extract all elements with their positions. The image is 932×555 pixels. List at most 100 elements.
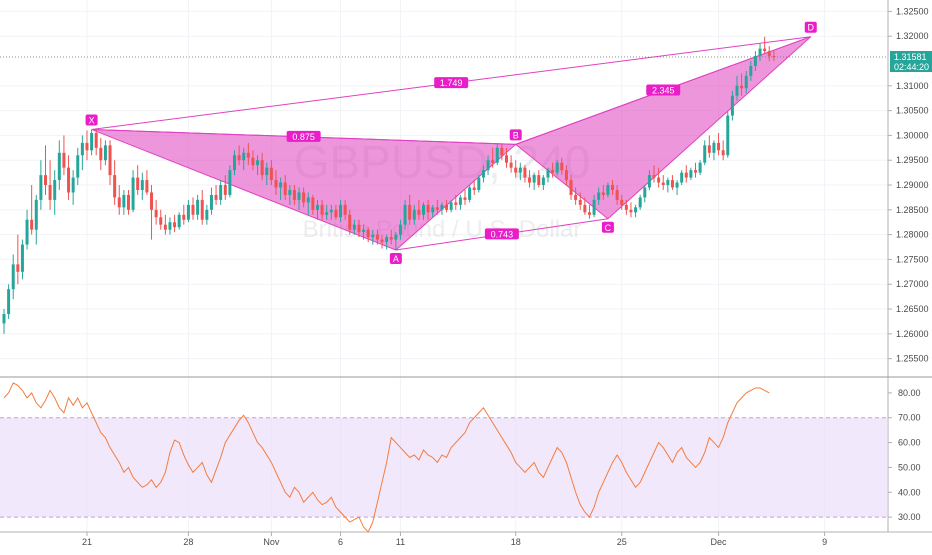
candle [343,199,347,220]
candle [136,165,140,195]
pattern-point-box [804,21,817,33]
candle [726,110,730,158]
candle [352,219,356,235]
candle [274,170,278,195]
candle-body [80,142,84,156]
candle-body [408,204,412,220]
candle [703,140,707,166]
rsi-indicator: 80.00 70.00 60.00 50.00 40.00 30.00 [0,382,921,533]
candle [670,175,674,190]
candle-body [251,157,255,166]
candle [694,162,697,178]
candle [629,202,633,218]
candle-body [168,222,172,230]
candle [569,175,573,200]
candle [717,132,721,156]
candle [269,160,273,186]
candle [491,147,495,168]
pattern-point-b: B [509,129,522,141]
candle-body [256,160,260,166]
candle [43,145,47,195]
date-tick-label: 9 [822,537,827,547]
pattern-point-c: C [601,221,614,233]
candle [454,194,458,210]
candle [306,192,310,215]
pattern-ratio-box [484,228,519,240]
candle [477,175,481,193]
candle-body [76,155,80,178]
candle-body [445,204,449,210]
candle-body [698,162,702,173]
pattern-point-box [601,221,614,233]
candle-body [320,204,324,215]
candle-body [703,145,707,163]
candle-body [454,202,458,205]
price-tick-label: 1.27000 [896,279,929,289]
candle-body [518,167,522,173]
candle-body [288,189,292,195]
candle-body [749,65,753,76]
candle-body [504,155,508,163]
candle-body [564,170,568,181]
candle [357,219,361,238]
candle-body [670,180,674,188]
candle-body [753,56,757,66]
pattern-ratio-box [646,84,681,96]
candle-body [620,199,624,205]
candle-body [624,204,628,210]
candle-body [385,237,389,243]
candle [80,135,84,171]
candle [117,185,121,215]
candle-body [200,199,204,220]
pattern-point-box [85,114,98,126]
pattern-point-label: D [808,23,815,33]
candle-body [578,199,582,205]
candle-body [486,160,490,171]
candle-body [767,51,771,57]
candle [279,177,283,200]
candle-body [108,145,112,176]
candle-body [435,207,439,210]
candle-body [2,313,6,324]
candle [177,212,181,230]
candle-body [468,187,472,200]
candle-body [735,85,739,96]
candle-body [20,244,24,272]
candle-body [615,189,619,200]
candle-body [717,142,721,151]
candle-body [329,209,333,213]
candle [256,155,260,176]
candle-body [730,95,734,116]
price-tick-label: 1.32000 [896,31,929,41]
candle-body [62,152,66,168]
candle-body [440,204,444,210]
candle-body [426,204,430,213]
candle-body [279,182,283,188]
price-tick-label: 1.29500 [896,155,929,165]
candle [597,187,601,205]
candle [564,165,568,186]
candle-body [352,224,356,230]
candle-body [495,147,499,163]
candle [348,209,352,235]
candle [495,144,499,166]
candle-body [569,180,573,195]
candle-body [597,192,601,200]
candle [657,167,661,188]
candle-body [523,167,527,178]
candle [735,75,739,101]
candle-body [481,170,485,178]
candle-body [362,229,366,233]
candle [53,170,57,215]
candle-body [334,209,338,218]
price-tick-label: 1.26000 [896,329,929,339]
date-axis: 21 28 Nov 6 11 18 25 Dec 9 [0,531,932,547]
candle-body [537,175,541,186]
candle [560,157,564,176]
candle [108,140,112,186]
price-tick-label: 1.32500 [896,6,929,16]
candle-body [53,180,57,200]
candle-body [325,212,329,215]
